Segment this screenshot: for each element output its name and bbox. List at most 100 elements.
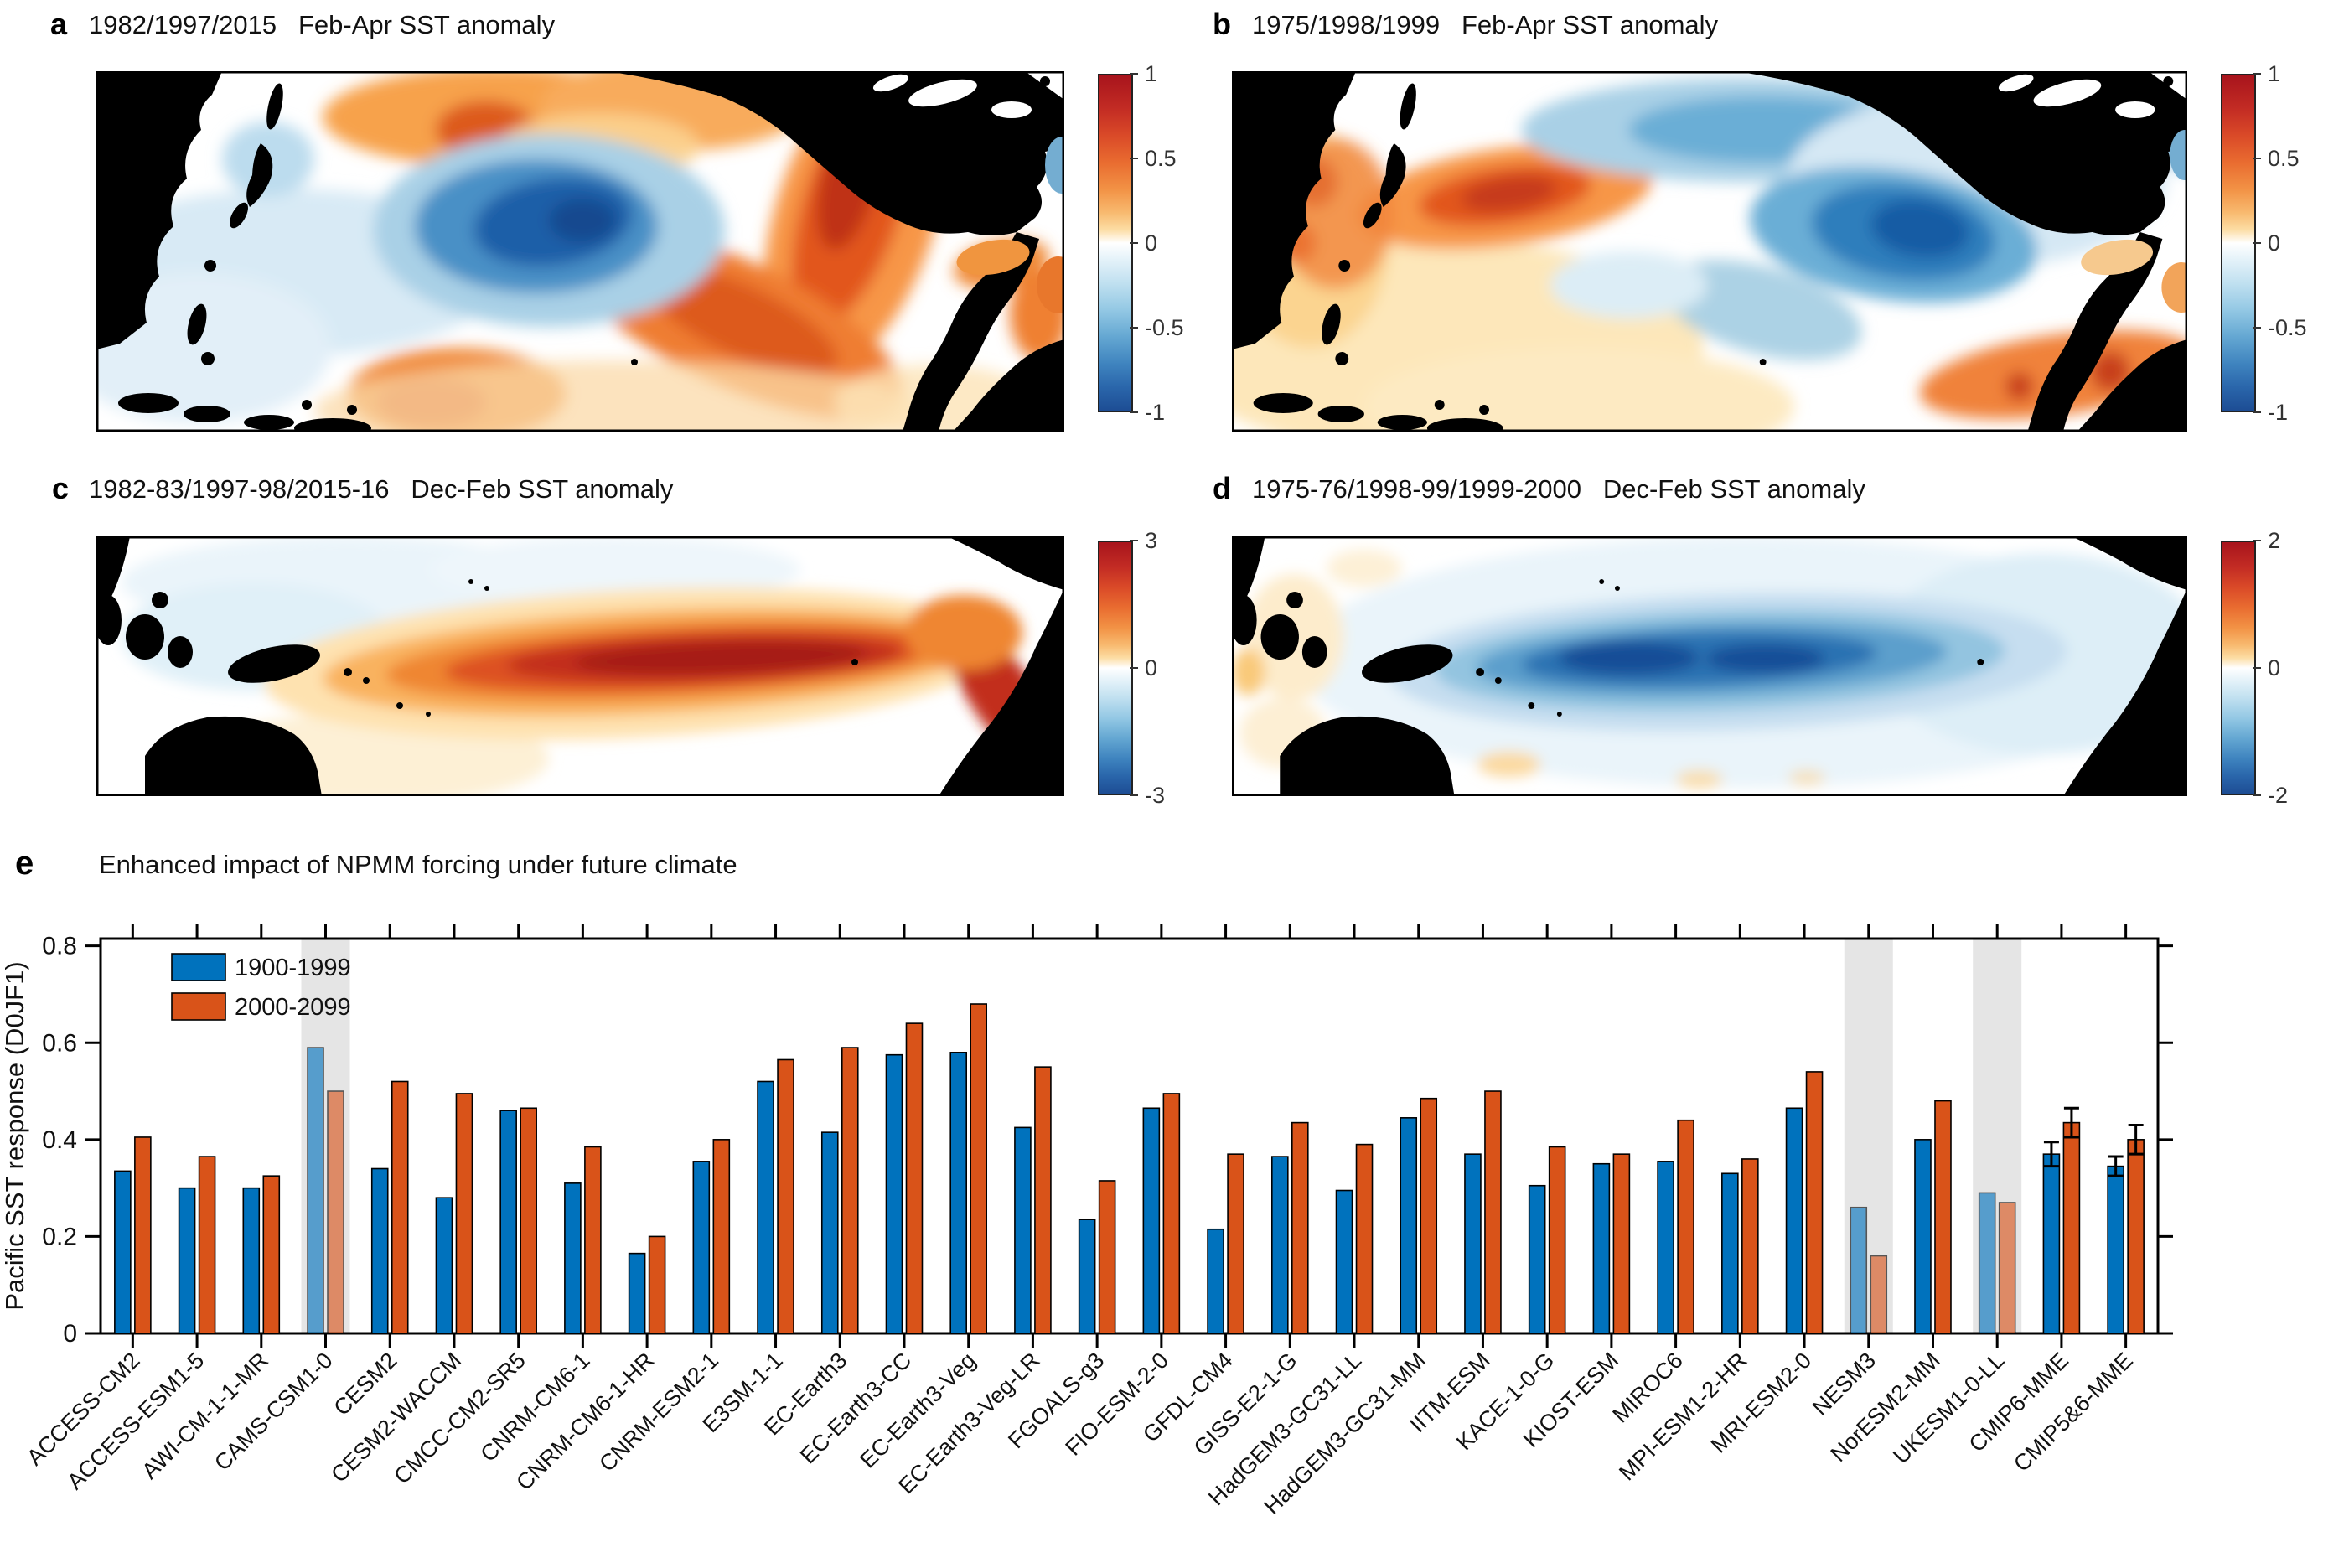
x-category-label: UKESM1-0-LL [1888,1348,2009,1468]
panel-b-letter: b [1213,7,1231,41]
y-tick-label: 0 [63,1320,77,1348]
bar-2000-2099 [1934,1100,1952,1334]
colorbar-tickmark [2253,327,2261,329]
bar-1900-1999 [435,1197,453,1334]
bar-2000-2099 [712,1139,731,1334]
land-d [1232,536,2187,796]
colorbar-tickmark [2253,158,2261,159]
bar-1900-1999 [1142,1107,1161,1334]
land-c [96,536,1064,796]
bar-2000-2099 [1998,1202,2016,1334]
legend-label: 2000-2099 [235,994,351,1021]
plot-box [99,937,2160,1335]
colorbar-tick-label: 0.5 [2268,146,2300,171]
colorbar-tickmark [2253,794,2261,796]
bar-1900-1999 [820,1131,839,1334]
sst-field-a [96,71,1064,432]
bar-1900-1999 [1592,1162,1611,1334]
bar-2000-2099 [1098,1180,1116,1334]
colorbar-tick-label: -3 [1145,783,1166,808]
panel-d-letter: d [1213,471,1231,505]
colorbar-tickmark [1130,242,1138,244]
bar-1900-1999 [949,1052,968,1334]
bar-2000-2099 [841,1047,859,1334]
colorbar-tick-label: -2 [2268,783,2289,808]
bar-2000-2099 [520,1107,537,1334]
bar-2000-2099 [262,1175,281,1334]
colorbar-tickmark [1130,73,1138,75]
panel-d-title: 1975-76/1998-99/1999-2000 Dec-Feb SST an… [1252,474,1865,504]
colorbar-tickmark [1130,411,1138,413]
bar-1900-1999 [1078,1219,1096,1334]
colorbar-tick-label: 0 [1145,230,1158,256]
colorbar-tickmark [2253,540,2261,541]
map-b-svg [1232,71,2187,432]
bar-2000-2099 [1870,1255,1888,1334]
bar-1900-1999 [242,1187,261,1334]
bar-1900-1999 [564,1182,582,1334]
map-c-svg [96,536,1064,796]
panel-e-letter: e [15,845,34,882]
colorbar-tickmark [2253,667,2261,669]
colorbar-tick-label: 0 [2268,655,2281,681]
bar-2000-2099 [777,1058,794,1334]
x-category-label: CMIP5&6-MME [2009,1348,2138,1477]
bar-2000-2099 [391,1080,409,1334]
x-category-label: NorESM2-MM [1826,1348,1945,1467]
colorbar-a: 1 0.5 0 -0.5 -1 [1098,63,1198,424]
colorbar-tick-label: -0.5 [2268,315,2307,340]
panel-c-title: 1982-83/1997-98/2015-16 Dec-Feb SST anom… [89,474,674,504]
x-category-label: CAMS-CSM1-0 [210,1348,338,1476]
bar-2000-2099 [198,1156,216,1334]
map-d-svg [1232,536,2187,796]
bar-1900-1999 [1528,1184,1546,1334]
legend-swatch [171,992,226,1021]
land-a [96,71,1064,432]
colorbar-tick-label: 1 [2268,61,2281,86]
panel-b-title: 1975/1998/1999 Feb-Apr SST anomaly [1252,10,1719,39]
bar-2000-2099 [1291,1121,1309,1334]
sea-over-land-a [872,71,1064,313]
bar-1900-1999 [1657,1161,1674,1334]
bar-2000-2099 [1741,1158,1759,1334]
bar-1900-1999 [370,1167,389,1334]
bar-1900-1999 [692,1161,711,1334]
x-category-label: CNRM-CM6-1 [476,1348,595,1467]
map-c [96,536,1064,796]
y-tick-label: 0.2 [42,1223,77,1250]
x-category-label: ACCESS-CM2 [22,1348,144,1470]
y-tick-label: 0.4 [42,1126,77,1154]
colorbar-tick-label: -0.5 [1145,315,1184,340]
colorbar-tickmark [2253,411,2261,413]
bar-1900-1999 [2107,1165,2124,1334]
bar-2000-2099 [2062,1121,2081,1334]
panel-c-letter: c [52,471,70,505]
bar-2000-2099 [970,1003,988,1334]
y-tick-label: 0.8 [42,933,77,960]
bar-1900-1999 [1785,1107,1803,1334]
bar-2000-2099 [327,1090,344,1334]
colorbar-tick-label: -1 [2268,400,2289,425]
bar-1900-1999 [1014,1126,1032,1334]
colorbar-tickmark [1130,158,1138,159]
colorbar-b: 1 0.5 0 -0.5 -1 [2221,63,2321,424]
colorbar-tickmark [1130,540,1138,541]
colorbar-tick-label: 0 [1145,655,1158,681]
bar-2000-2099 [584,1146,602,1334]
bar-1900-1999 [499,1110,517,1334]
bar-1900-1999 [885,1053,903,1334]
x-category-label: EC-Earth3-CC [795,1348,916,1468]
bar-1900-1999 [178,1187,196,1334]
panel-e-title: Enhanced impact of NPMM forcing under fu… [99,850,737,879]
bar-2000-2099 [1548,1146,1566,1334]
bar-1900-1999 [628,1252,646,1334]
map-b [1232,71,2187,432]
colorbar-tick-label: 3 [1145,528,1158,553]
x-category-label: CNRM-ESM2-1 [594,1348,723,1477]
colorbar-tick-label: 0.5 [1145,146,1177,171]
bar-1900-1999 [1400,1117,1418,1334]
bar-2000-2099 [2127,1139,2145,1334]
bar-1900-1999 [1721,1172,1739,1334]
bar-chart: 0 0.2 0.4 0.6 0.8 Pacific SST response (D0JF1… [0,924,2173,1519]
